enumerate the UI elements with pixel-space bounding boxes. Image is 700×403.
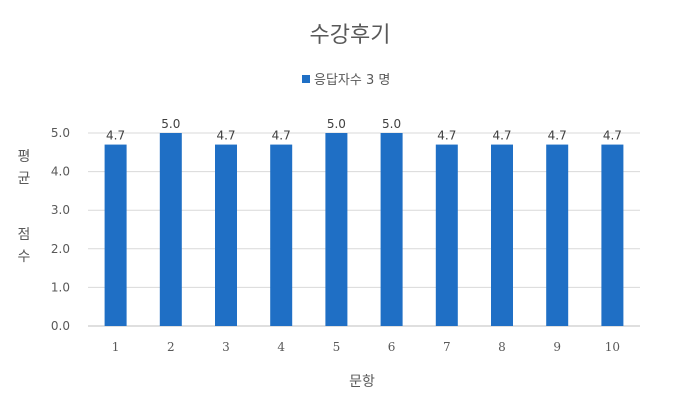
bar xyxy=(601,144,624,326)
bar xyxy=(435,144,458,326)
data-label: 5.0 xyxy=(161,117,180,131)
x-tick-label: 6 xyxy=(388,340,396,354)
data-label: 5.0 xyxy=(327,117,346,131)
x-tick-label: 2 xyxy=(167,340,175,354)
y-axis-title-char: 수 xyxy=(18,249,31,265)
x-tick-label: 1 xyxy=(112,340,120,354)
y-axis-title-char: 점 xyxy=(18,227,31,243)
data-label: 4.7 xyxy=(492,129,511,143)
data-label: 4.7 xyxy=(216,129,235,143)
y-tick-label: 3.0 xyxy=(51,203,70,217)
data-label: 4.7 xyxy=(603,129,622,143)
x-tick-label: 9 xyxy=(553,340,561,354)
bar xyxy=(546,144,569,326)
y-axis-title-char: 균 xyxy=(18,171,31,187)
legend: 응답자수 3 명 xyxy=(302,73,390,88)
x-axis-title: 문항 xyxy=(349,374,375,390)
bar xyxy=(159,133,182,326)
data-label: 4.7 xyxy=(548,129,567,143)
y-axis-ticks: 0.0 1.0 2.0 3.0 4.0 5.0 xyxy=(51,126,70,333)
data-label: 4.7 xyxy=(272,129,291,143)
bar xyxy=(215,144,237,326)
x-tick-label: 10 xyxy=(605,340,620,354)
data-label: 4.7 xyxy=(106,129,125,143)
bar xyxy=(104,144,127,326)
legend-label: 응답자수 3 명 xyxy=(314,73,390,88)
x-tick-label: 5 xyxy=(333,340,341,354)
bars xyxy=(104,133,624,326)
y-tick-label: 1.0 xyxy=(51,280,70,294)
bar xyxy=(270,144,293,326)
x-tick-label: 3 xyxy=(222,340,230,354)
legend-swatch xyxy=(302,75,310,83)
data-labels: 4.7 5.0 4.7 4.7 5.0 5.0 4.7 4.7 4.7 4.7 xyxy=(106,117,622,143)
y-tick-label: 0.0 xyxy=(51,319,70,333)
y-axis-title-char: 평 xyxy=(18,149,31,165)
bar xyxy=(325,133,348,326)
x-tick-label: 8 xyxy=(498,340,506,354)
x-tick-label: 4 xyxy=(277,340,285,354)
y-tick-label: 2.0 xyxy=(51,242,70,256)
x-tick-label: 7 xyxy=(443,340,451,354)
data-label: 4.7 xyxy=(437,129,456,143)
y-tick-label: 4.0 xyxy=(51,165,70,179)
bar xyxy=(491,144,513,326)
data-label: 5.0 xyxy=(382,117,401,131)
y-tick-label: 5.0 xyxy=(51,126,70,140)
chart-title: 수강후기 xyxy=(310,23,391,48)
x-axis-ticks: 1 2 3 4 5 6 7 8 9 10 xyxy=(112,340,620,354)
bar xyxy=(380,133,403,326)
